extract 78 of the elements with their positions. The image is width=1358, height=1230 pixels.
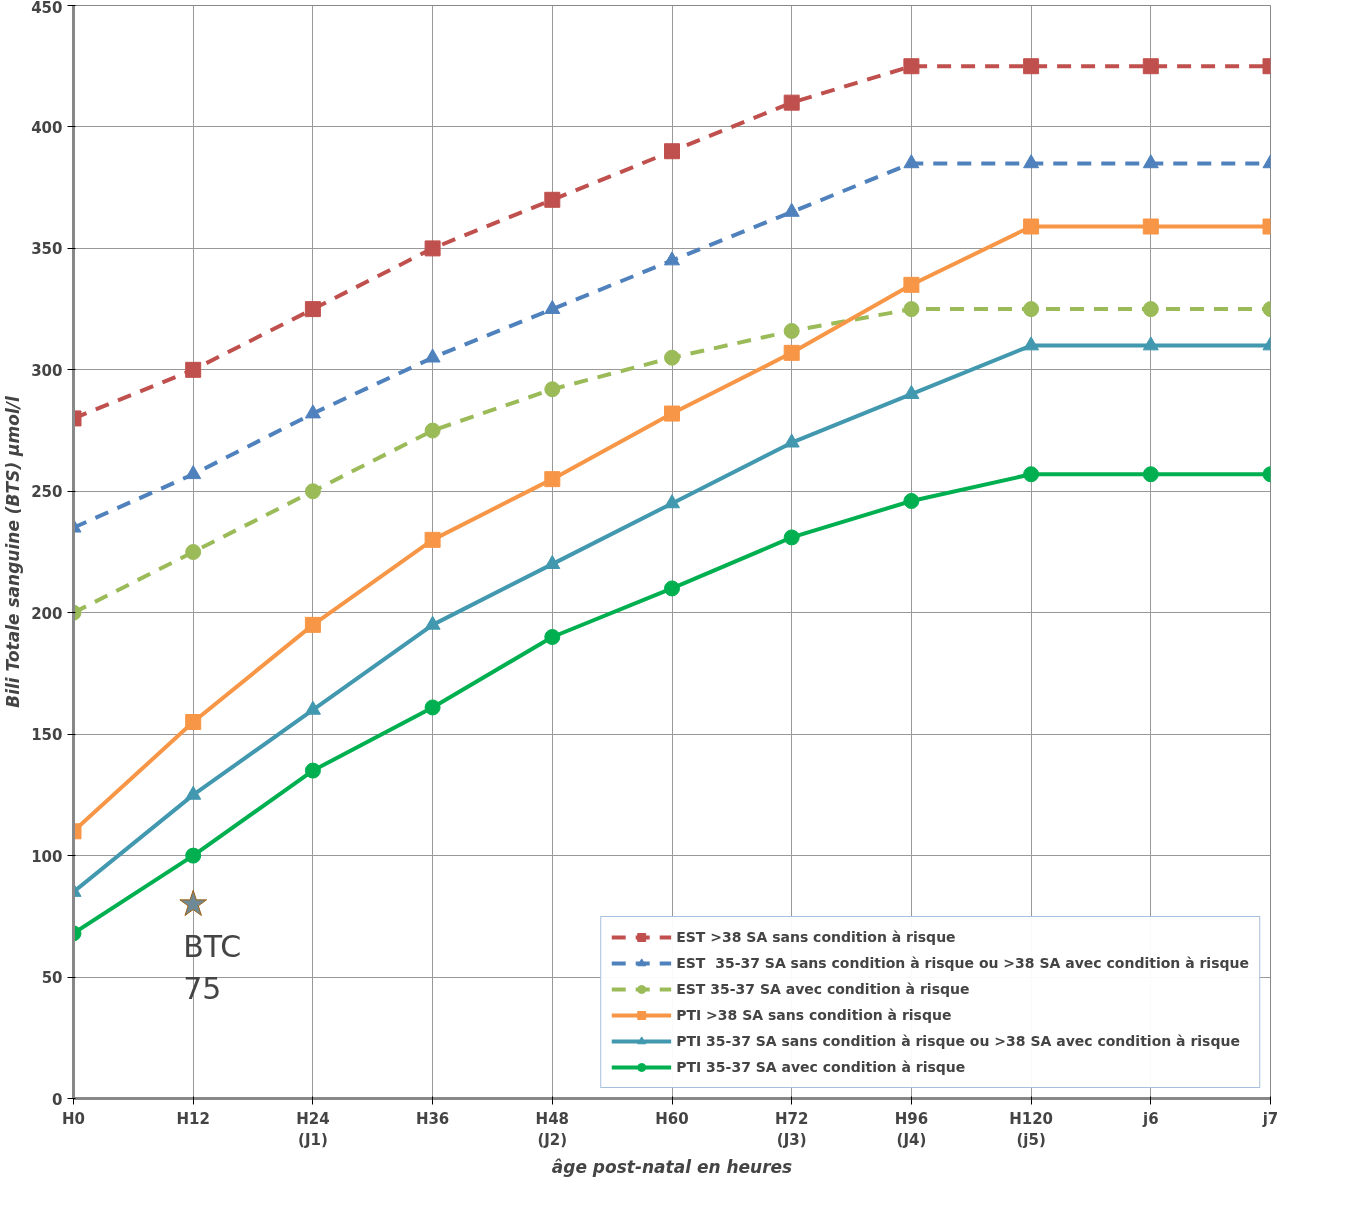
y-tick-label: 450 [31, 0, 63, 17]
point [903, 58, 920, 75]
point [783, 433, 800, 448]
point [1142, 301, 1159, 318]
point [664, 580, 680, 597]
y-tick-label: 400 [31, 118, 63, 137]
point [185, 544, 202, 560]
point [185, 361, 202, 378]
point [304, 762, 321, 779]
point [664, 143, 680, 160]
y-tick-label: 100 [31, 847, 63, 866]
point [424, 422, 441, 439]
point [1142, 336, 1159, 351]
point [1023, 466, 1040, 483]
point [664, 349, 680, 366]
x-tick-label: j7 [1261, 1109, 1279, 1128]
point [304, 616, 321, 633]
point [544, 191, 561, 208]
point [1142, 218, 1159, 235]
y-axis-title: Bili Totale sanguine (BTS) µmol/l [3, 394, 24, 708]
point [1023, 218, 1040, 235]
point [1023, 154, 1040, 169]
x-tick-label: H48 (J2) [535, 1109, 570, 1150]
point [1142, 58, 1159, 75]
point [424, 240, 441, 257]
point [664, 494, 680, 509]
y-tick-label: 350 [31, 240, 63, 259]
point [185, 714, 202, 731]
x-axis-title: âge post-natal en heures [551, 1157, 793, 1178]
point [424, 348, 441, 363]
point [1142, 466, 1159, 483]
point [903, 493, 920, 509]
x-tick-label: H36 [415, 1109, 450, 1128]
point [903, 301, 920, 318]
point [544, 629, 561, 645]
y-tick-label: 200 [31, 604, 63, 623]
point [1023, 336, 1040, 351]
y-tick-label: 250 [31, 483, 63, 502]
y-tick-label: 50 [41, 969, 63, 988]
x-tick-label: H60 [655, 1109, 689, 1128]
point [783, 344, 800, 361]
point [1142, 154, 1159, 169]
x-tick-label: H96 (J4) [894, 1109, 929, 1150]
annotation: BTC 75 [183, 929, 242, 1007]
point [544, 381, 561, 398]
legend-label: PTI 35-37 SA avec condition à risque [676, 1059, 966, 1075]
point [783, 202, 800, 217]
x-tick-label: H24 (J1) [296, 1109, 330, 1150]
point [185, 847, 202, 864]
point [783, 322, 800, 339]
point [783, 94, 800, 111]
x-tick-label: H72 (J3) [774, 1109, 809, 1150]
x-tick-label: H12 [176, 1109, 210, 1128]
y-tick-label: 150 [31, 726, 63, 745]
legend-label: EST 35-37 SA avec condition à risque [676, 981, 970, 997]
x-tick-label: H0 [62, 1109, 85, 1128]
point [424, 699, 441, 716]
x-tick-label: j6 [1142, 1109, 1159, 1128]
point [1023, 58, 1040, 75]
point [544, 471, 561, 488]
legend-label: PTI 35-37 SA sans condition à risque ou >38 SA avec condition à risque [676, 1033, 1240, 1049]
point [783, 529, 800, 546]
point [903, 276, 920, 293]
y-tick-label: 300 [31, 361, 63, 380]
point [304, 404, 321, 419]
point [1023, 301, 1040, 318]
point [664, 251, 680, 266]
y-tick-label: 0 [52, 1090, 63, 1109]
legend-label: PTI >38 SA sans condition à risque [676, 1007, 952, 1023]
point [185, 465, 202, 480]
point [664, 405, 680, 422]
x-tick-label: H120 (j5) [1009, 1109, 1054, 1150]
point [304, 483, 321, 500]
legend-label: EST 35-37 SA sans condition à risque ou >38 SA avec condition à risque [676, 955, 1249, 971]
legend-label: EST >38 SA sans condition à risque [676, 929, 956, 945]
point [304, 301, 321, 318]
point [424, 531, 441, 548]
point [903, 154, 920, 169]
